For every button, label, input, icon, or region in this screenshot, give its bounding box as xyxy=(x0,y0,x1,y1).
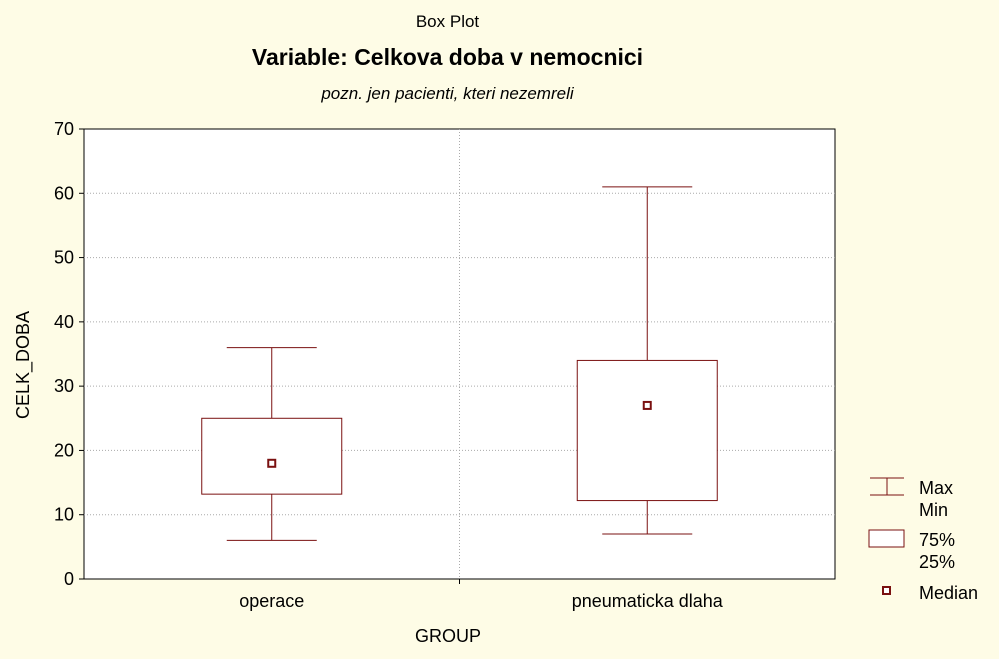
x-axis-labels: operace pneumaticka dlaha xyxy=(239,591,724,611)
chart-subtitle: pozn. jen pacienti, kteri nezemreli xyxy=(321,84,574,103)
median-marker xyxy=(642,400,652,410)
legend-label: Median xyxy=(919,583,978,603)
chart-title: Box Plot xyxy=(415,12,480,31)
y-tick-label: 0 xyxy=(64,569,74,589)
median-marker xyxy=(267,458,277,468)
legend-label: 75% xyxy=(919,530,955,550)
legend-label: 25% xyxy=(919,552,955,572)
box-iqr xyxy=(201,417,343,495)
legend-label: Min xyxy=(919,500,948,520)
y-tick-label: 30 xyxy=(54,376,74,396)
y-axis-title: CELK_DOBA xyxy=(13,311,34,419)
legend-box xyxy=(868,529,905,548)
legend-median xyxy=(882,586,891,595)
y-tick-label: 20 xyxy=(54,440,74,460)
chart-heading: Variable: Celkova doba v nemocnici xyxy=(251,44,644,70)
y-tick-label: 40 xyxy=(54,312,74,332)
y-axis-ticks: 0 10 20 30 40 50 60 70 xyxy=(54,119,84,589)
x-axis-title: GROUP xyxy=(415,626,481,646)
box-0 xyxy=(201,347,343,541)
y-tick-label: 50 xyxy=(54,248,74,268)
box-series xyxy=(201,186,718,541)
y-tick-label: 70 xyxy=(54,119,74,139)
grid-lines xyxy=(84,129,835,584)
x-tick-label: pneumaticka dlaha xyxy=(572,591,724,611)
y-tick-label: 10 xyxy=(54,505,74,525)
y-tick-label: 60 xyxy=(54,183,74,203)
box-iqr xyxy=(576,359,718,502)
x-tick-label: operace xyxy=(239,591,304,611)
legend-label: Max xyxy=(919,478,953,498)
box-1 xyxy=(576,186,718,535)
